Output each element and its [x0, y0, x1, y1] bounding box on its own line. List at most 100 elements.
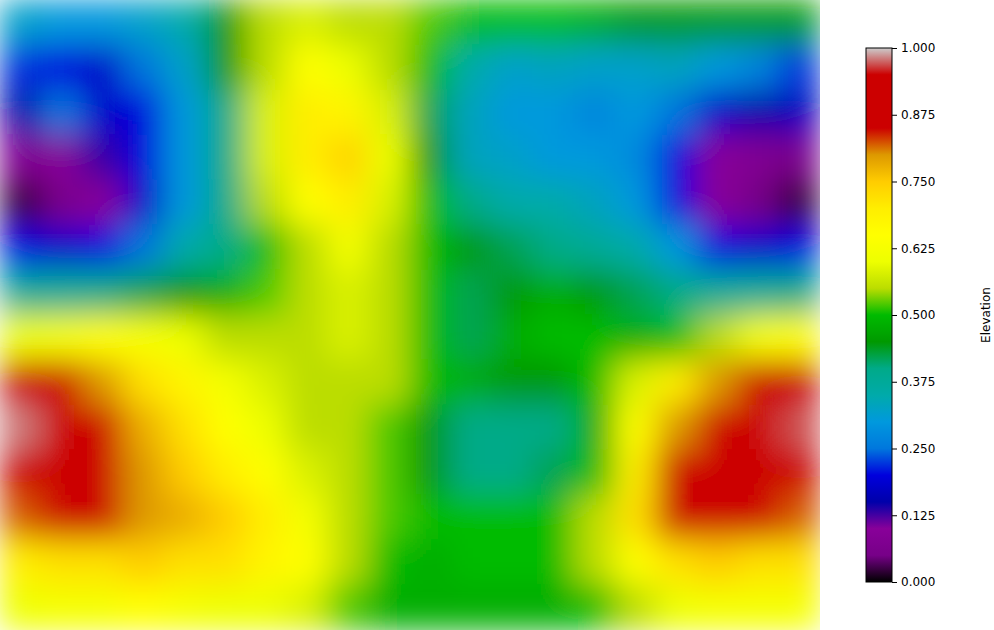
colorbar-tick-mark — [892, 315, 897, 316]
heatmap-cell — [82, 45, 124, 91]
heatmap-cell — [410, 405, 452, 451]
heatmap-cell — [697, 0, 739, 46]
heatmap-cell — [0, 0, 42, 46]
heatmap-cell — [0, 450, 42, 496]
heatmap-cell — [410, 135, 452, 181]
heatmap-cell — [738, 450, 780, 496]
heatmap-cell — [451, 180, 493, 226]
heatmap-cell — [697, 360, 739, 406]
heatmap-cell — [656, 450, 698, 496]
heatmap-cell — [615, 405, 657, 451]
heatmap-cell — [738, 45, 780, 91]
colorbar-tick-mark — [892, 182, 897, 183]
heatmap-cell — [574, 45, 616, 91]
heatmap-cell — [533, 540, 575, 586]
heatmap-cell — [697, 45, 739, 91]
heatmap-cell — [492, 495, 534, 541]
heatmap-cell — [164, 225, 206, 271]
colorbar-tick-mark — [892, 515, 897, 516]
heatmap-cell — [0, 180, 42, 226]
heatmap-cell — [451, 540, 493, 586]
heatmap-cell — [246, 360, 288, 406]
heatmap-cell — [164, 270, 206, 316]
heatmap-cell — [615, 0, 657, 46]
heatmap-cell — [0, 540, 42, 586]
heatmap-cell — [451, 405, 493, 451]
heatmap-cell — [656, 315, 698, 361]
heatmap-cell — [328, 135, 370, 181]
colorbar-tick: 0.875 — [892, 108, 935, 122]
heatmap-cell — [574, 360, 616, 406]
heatmap-cell — [82, 0, 124, 46]
heatmap-cell — [697, 405, 739, 451]
heatmap-cell — [492, 450, 534, 496]
heatmap-cell — [369, 585, 411, 630]
heatmap-cell — [410, 90, 452, 136]
heatmap-cell — [656, 45, 698, 91]
heatmap-cell — [82, 495, 124, 541]
heatmap-cell — [574, 585, 616, 630]
heatmap-cell — [0, 585, 42, 630]
heatmap-cell — [164, 495, 206, 541]
heatmap-cell — [615, 495, 657, 541]
heatmap-cell — [369, 450, 411, 496]
heatmap-cell — [779, 315, 821, 361]
heatmap-cell — [164, 405, 206, 451]
heatmap — [0, 0, 820, 630]
heatmap-cell — [287, 45, 329, 91]
heatmap-cell — [697, 90, 739, 136]
colorbar-tick: 0.625 — [892, 242, 935, 256]
heatmap-cell — [738, 540, 780, 586]
colorbar-tick: 1.000 — [892, 41, 935, 55]
heatmap-cell — [0, 315, 42, 361]
heatmap-cell — [451, 0, 493, 46]
heatmap-cell — [123, 405, 165, 451]
heatmap-cell — [369, 405, 411, 451]
colorbar-tick: 0.000 — [892, 575, 935, 589]
heatmap-cell — [164, 540, 206, 586]
heatmap-cell — [205, 585, 247, 630]
heatmap-cell — [451, 135, 493, 181]
heatmap-cell — [615, 540, 657, 586]
heatmap-cell — [369, 315, 411, 361]
heatmap-cell — [287, 585, 329, 630]
heatmap-cell — [615, 585, 657, 630]
heatmap-cell — [492, 0, 534, 46]
heatmap-cell — [451, 585, 493, 630]
colorbar: 0.0000.1250.2500.3750.5000.6250.7500.875… — [866, 41, 993, 589]
heatmap-cell — [123, 45, 165, 91]
heatmap-cell — [123, 585, 165, 630]
heatmap-cell — [0, 495, 42, 541]
heatmap-cell — [738, 90, 780, 136]
heatmap-cell — [0, 45, 42, 91]
heatmap-cell — [533, 135, 575, 181]
heatmap-cell — [533, 45, 575, 91]
heatmap-cell — [287, 405, 329, 451]
heatmap-cell — [369, 45, 411, 91]
heatmap-cell — [205, 180, 247, 226]
heatmap-cell — [246, 180, 288, 226]
heatmap-cell — [123, 270, 165, 316]
heatmap-cell — [451, 495, 493, 541]
heatmap-cell — [0, 135, 42, 181]
heatmap-cell — [205, 135, 247, 181]
colorbar-tick-mark — [892, 115, 897, 116]
heatmap-cell — [328, 270, 370, 316]
heatmap-cell — [574, 450, 616, 496]
heatmap-cell — [246, 315, 288, 361]
chart: 0.0000.1250.2500.3750.5000.6250.7500.875… — [0, 0, 994, 630]
heatmap-cell — [0, 225, 42, 271]
heatmap-cell — [574, 0, 616, 46]
heatmap-cell — [123, 315, 165, 361]
colorbar-tick: 0.250 — [892, 442, 935, 456]
heatmap-cell — [574, 495, 616, 541]
heatmap-cell — [533, 315, 575, 361]
heatmap-cell — [492, 585, 534, 630]
heatmap-cell — [738, 135, 780, 181]
heatmap-cell — [82, 90, 124, 136]
colorbar-tick-label: 0.000 — [901, 575, 935, 589]
heatmap-cell — [41, 45, 83, 91]
heatmap-cell — [123, 90, 165, 136]
heatmap-cell — [246, 405, 288, 451]
heatmap-cell — [164, 0, 206, 46]
